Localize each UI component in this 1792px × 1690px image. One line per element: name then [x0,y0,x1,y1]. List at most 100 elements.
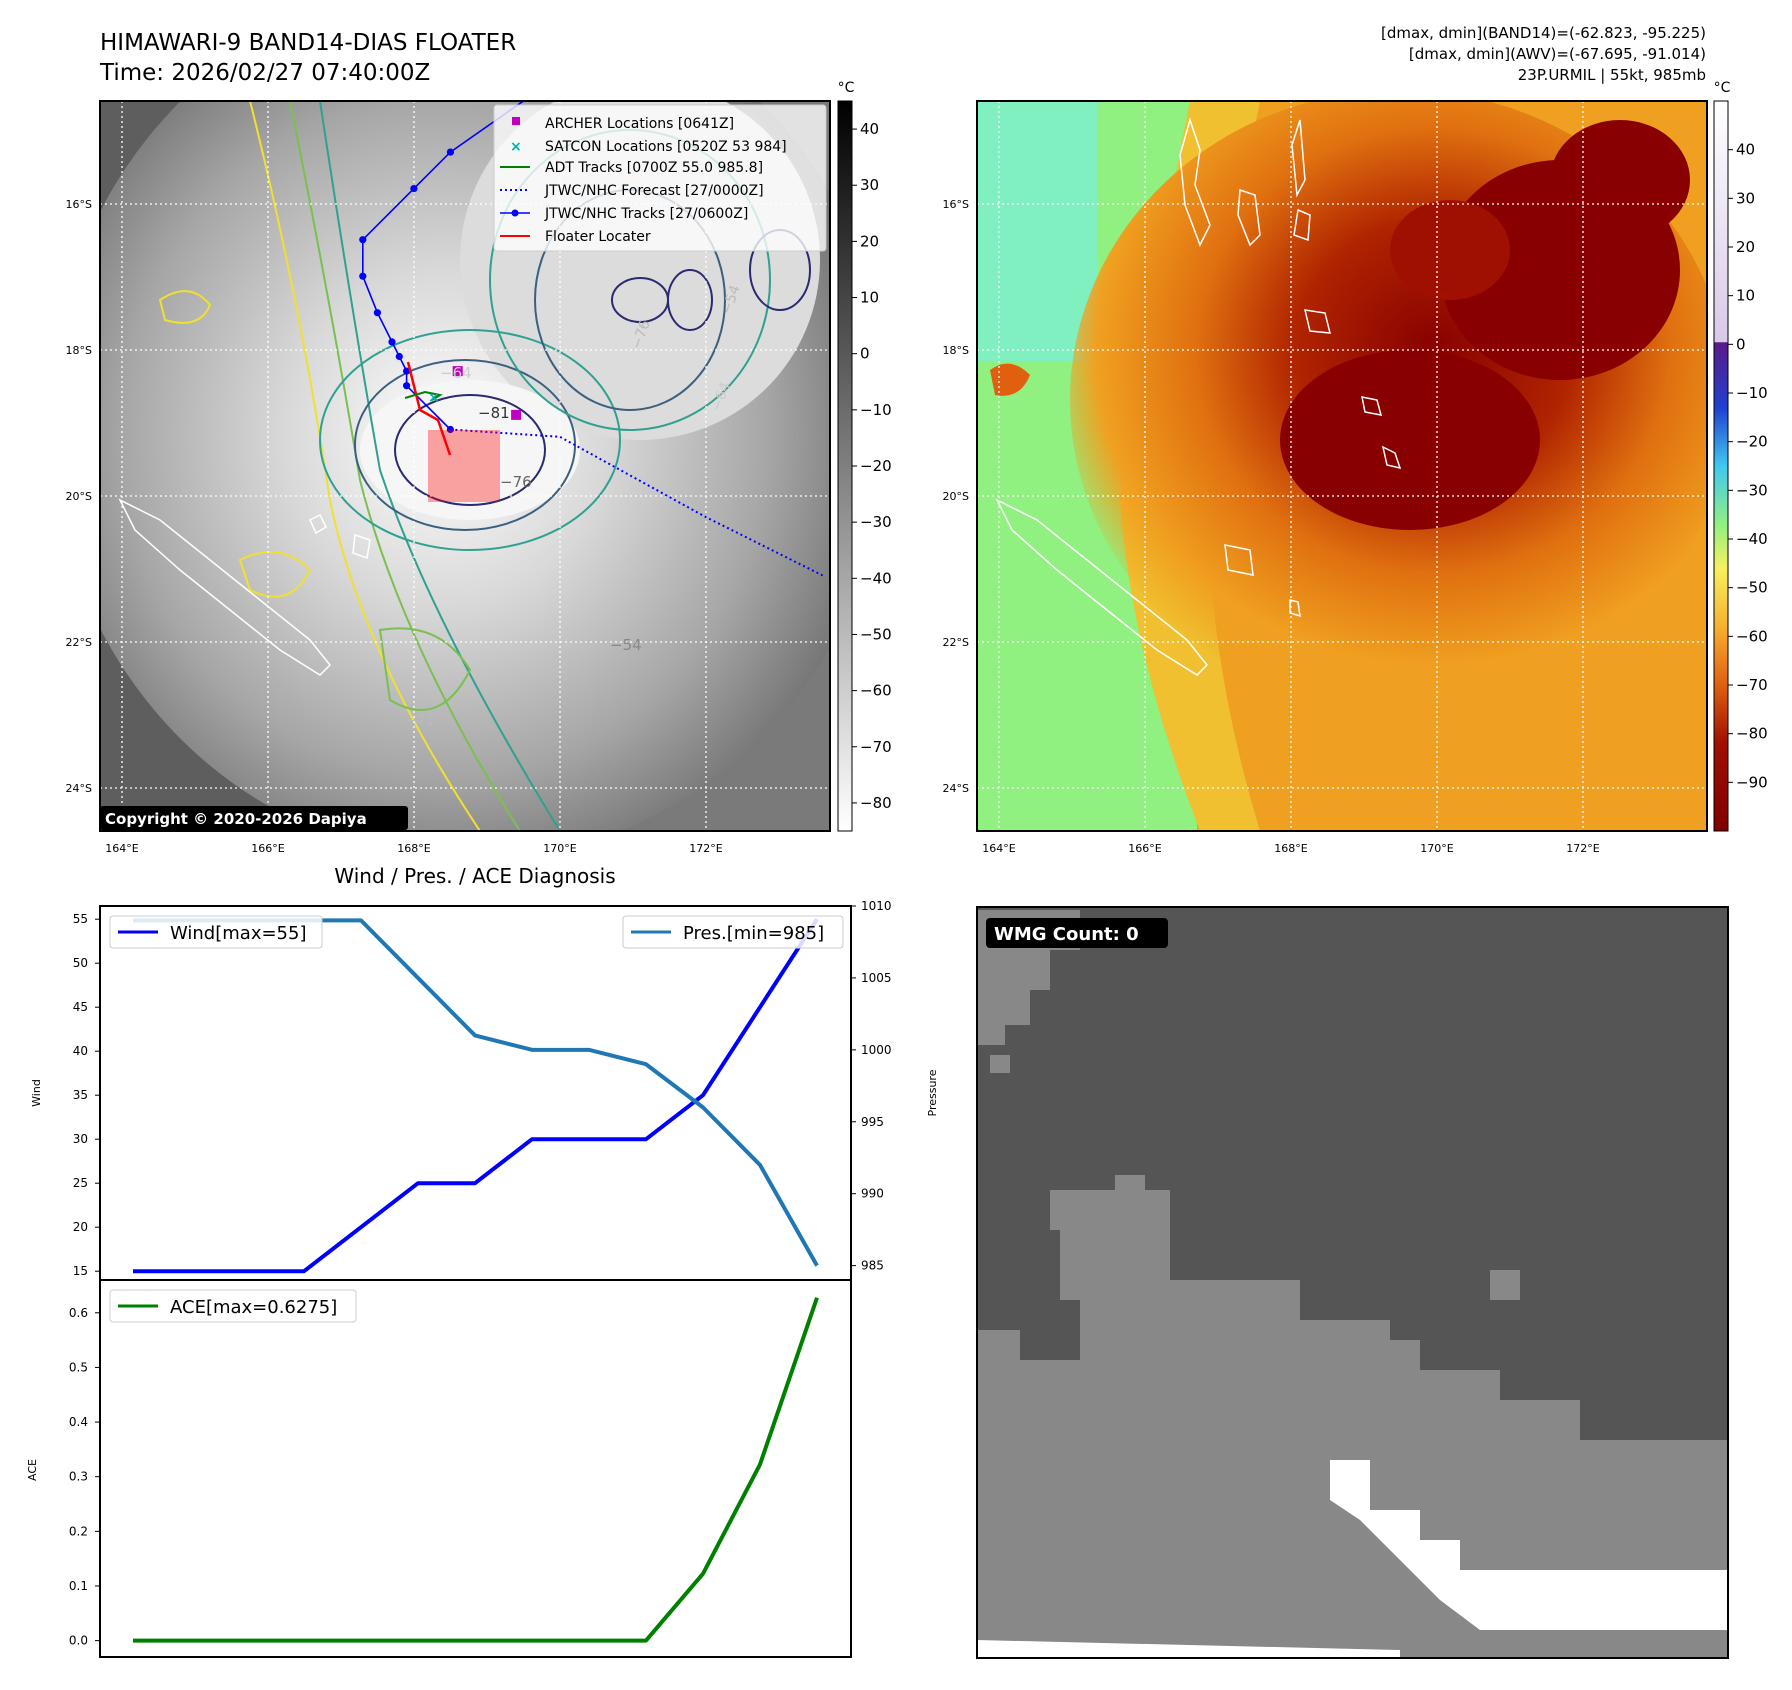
ace-tick: 0.4 [69,1415,88,1429]
lon-tick: 170°E [543,842,576,855]
legend-floater: Floater Locater [545,229,651,245]
track-point [446,148,454,156]
contour-label: −71 [405,713,435,729]
contour-label: −54 [610,636,642,654]
colorbar-tick: −60 [860,682,892,700]
track-point [410,185,418,193]
lat-tick: 22°S [943,636,969,649]
lon-tick: 166°E [1128,842,1161,855]
contour-label: −76 [500,473,532,491]
colorbar-tick: 20 [1736,238,1755,256]
colorbar-tick: −70 [860,738,892,756]
archer-marker [511,409,522,420]
colorbar-tick: −60 [1736,627,1768,645]
lat-tick: 24°S [66,782,92,795]
colorbar-tick: −40 [1736,530,1768,548]
wind-legend [109,915,323,949]
track-point [395,352,403,361]
lat-tick: 24°S [943,782,969,795]
floater-locater-line [406,361,452,456]
pressure-tick: 1010 [861,899,892,913]
ace-tick: 0.0 [69,1634,88,1648]
wind-tick: 30 [73,1132,88,1146]
pressure-tick: 985 [861,1259,884,1273]
colorbar-unit: °C [1714,80,1731,96]
figure-time: Time: 2026/02/27 07:40:00Z [99,60,430,86]
diagnosis-title: Wind / Pres. / ACE Diagnosis [334,864,615,888]
track-point [403,367,411,375]
heat-map-panel [976,100,1708,832]
colorbar-tick: −80 [1736,725,1768,743]
pressure-tick: 1000 [861,1043,892,1057]
ace-legend [109,1289,357,1323]
pres-legend-label: Pres.[min=985] [683,923,824,944]
track-point [373,309,381,317]
lat-tick: 22°S [66,636,92,649]
wmg-panel: WMG Count: 0 [976,906,1729,1659]
colorbar-tick: −20 [860,457,892,475]
track-point [359,272,367,280]
stats-line-3: 23P.URMIL | 55kt, 985mb [1518,66,1706,84]
ace-tick: 0.1 [69,1579,88,1593]
colorbar-tick: 30 [1736,189,1755,207]
pressure-tick: 1005 [861,971,892,985]
legend-forecast: JTWC/NHC Forecast [27/0000Z] [544,183,764,199]
ace-axis-label: ACE [26,1459,39,1481]
lat-tick: 16°S [66,198,92,211]
contour-label: −81 [478,404,510,422]
contour-label: −64 [440,364,472,382]
wind-tick: 25 [73,1176,88,1190]
ir-map-panel: × −64 −81 −76 −54 −64 −76 −54 −71 ARCHER… [99,100,831,832]
archer-marker-icon [512,117,520,125]
wind-tick: 40 [73,1044,88,1058]
lat-tick: 16°S [943,198,969,211]
track-point [388,338,396,346]
colorbar-tick: −80 [860,794,892,812]
wind-tick: 35 [73,1088,88,1102]
ace-panel: ACE 0.0 0.1 0.2 0.3 0.4 0.5 0.6 ACE[max=0.6275… [26,1279,852,1658]
wind-tick: 55 [73,912,88,926]
stats-line-2: [dmax, dmin](AWV)=(-67.695, -91.014) [1409,45,1706,63]
pres-legend [622,915,844,949]
pressure-tick: 990 [861,1187,884,1201]
lon-tick: 164°E [105,842,138,855]
map-legend: ARCHER Locations [0641Z] × SATCON Locati… [493,104,827,252]
wind-tick: 50 [73,956,88,970]
colorbar-tick: −30 [860,513,892,531]
colorbar-tick: −30 [1736,481,1768,499]
wind-pressure-panel: Wind Pressure 15 20 25 30 35 40 45 50 55 985 990 9… [30,899,939,1281]
ace-series-line [133,1297,819,1643]
legend-adt: ADT Tracks [0700Z 55.0 985.8] [545,160,763,176]
legend-satcon: SATCON Locations [0520Z 53 984] [545,139,787,155]
lat-tick: 20°S [943,490,969,503]
wmg-count-label: WMG Count: 0 [994,924,1139,945]
lon-tick: 168°E [1274,842,1307,855]
ace-tick: 0.3 [69,1470,88,1484]
satcon-marker-icon: × [510,139,522,155]
lat-tick: 18°S [943,344,969,357]
colorbar-tick: −40 [860,569,892,587]
colorbar-tick: −10 [860,401,892,419]
colorbar-tick: 0 [1736,335,1746,353]
wind-tick: 15 [73,1264,88,1278]
legend-archer: ARCHER Locations [0641Z] [545,116,734,132]
colorbar-tick: −20 [1736,433,1768,451]
colorbar-unit: °C [838,80,855,96]
stats-line-1: [dmax, dmin](BAND14)=(-62.823, -95.225) [1381,24,1706,42]
colorbar-tick: −50 [860,625,892,643]
colorbar-tick: −90 [1736,773,1768,791]
ace-legend-label: ACE[max=0.6275] [170,1297,337,1318]
ir-colorbar: °C 40 30 20 10 0 −10 −20 −30 −40 −50 −60 −70 −80 [837,80,892,832]
colorbar-tick: 10 [860,289,879,307]
wind-tick: 20 [73,1220,88,1234]
track-point [403,382,411,390]
jtwc-forecast-line [450,428,824,577]
adt-track-line [404,390,443,401]
lon-tick: 172°E [1566,842,1599,855]
lon-tick: 168°E [397,842,430,855]
track-point [359,236,367,244]
lat-tick: 20°S [66,490,92,503]
map1-ticks: 16°S 18°S 20°S 22°S 24°S 164°E 166°E 168… [66,198,723,855]
map2-ticks: 16°S 18°S 20°S 22°S 24°S 164°E 166°E 168… [943,198,1600,855]
